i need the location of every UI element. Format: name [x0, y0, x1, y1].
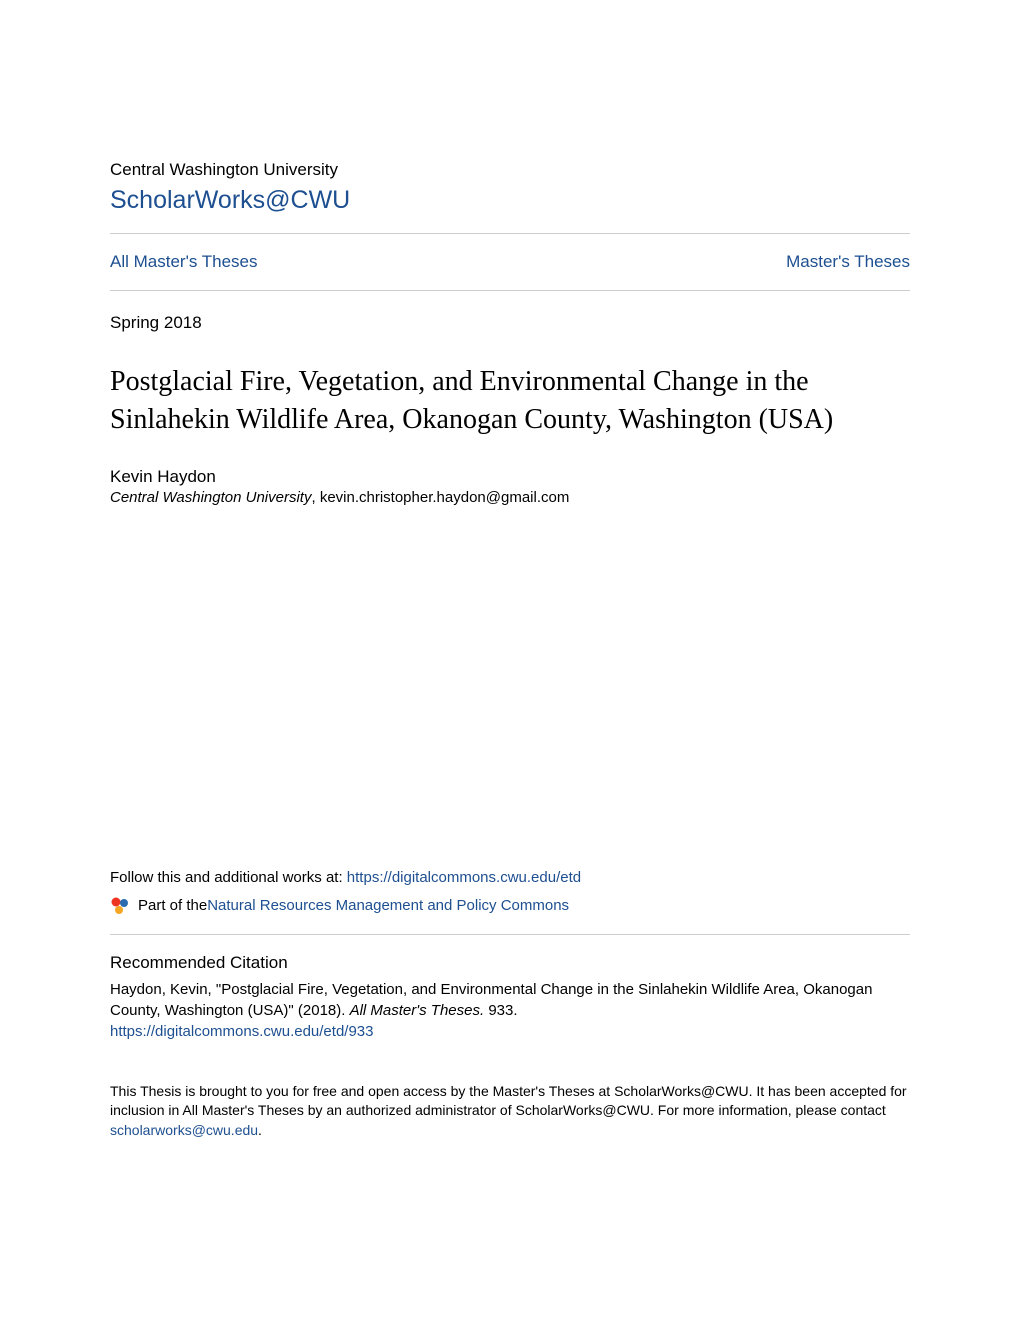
- citation-number: 933.: [484, 1002, 517, 1019]
- citation-heading: Recommended Citation: [110, 953, 910, 973]
- part-of-prefix: Part of the: [138, 897, 207, 914]
- divider-bottom: [110, 290, 910, 291]
- contact-email-link[interactable]: scholarworks@cwu.edu: [110, 1122, 258, 1138]
- author-email: , kevin.christopher.haydon@gmail.com: [311, 489, 569, 506]
- follow-line: Follow this and additional works at: htt…: [110, 869, 910, 886]
- header-block: Central Washington University ScholarWor…: [110, 160, 910, 215]
- collection-link[interactable]: All Master's Theses: [110, 252, 257, 272]
- author-name: Kevin Haydon: [110, 467, 910, 487]
- page-title: Postglacial Fire, Vegetation, and Enviro…: [110, 363, 910, 439]
- network-icon: [110, 896, 130, 916]
- citation-series: All Master's Theses.: [350, 1002, 485, 1019]
- university-name: Central Washington University: [110, 160, 910, 180]
- author-block: Kevin Haydon Central Washington Universi…: [110, 467, 910, 506]
- breadcrumb-nav: All Master's Theses Master's Theses: [110, 252, 910, 272]
- spacer: [110, 514, 910, 869]
- part-of-row: Part of the Natural Resources Management…: [110, 896, 910, 916]
- follow-prefix: Follow this and additional works at:: [110, 869, 347, 886]
- parent-collection-link[interactable]: Master's Theses: [786, 252, 910, 272]
- citation-text: Haydon, Kevin, "Postglacial Fire, Vegeta…: [110, 979, 910, 1021]
- divider-citation: [110, 934, 910, 935]
- footer-suffix: .: [258, 1122, 262, 1138]
- commons-link[interactable]: Natural Resources Management and Policy …: [207, 897, 569, 914]
- publication-date: Spring 2018: [110, 313, 910, 333]
- author-affiliation: Central Washington University, kevin.chr…: [110, 489, 910, 506]
- citation-url-link[interactable]: https://digitalcommons.cwu.edu/etd/933: [110, 1023, 910, 1040]
- footer-text: This Thesis is brought to you for free a…: [110, 1082, 910, 1141]
- follow-url-link[interactable]: https://digitalcommons.cwu.edu/etd: [347, 869, 581, 886]
- repository-link[interactable]: ScholarWorks@CWU: [110, 186, 350, 214]
- author-institution: Central Washington University: [110, 489, 311, 506]
- divider-top: [110, 233, 910, 234]
- footer-prefix: This Thesis is brought to you for free a…: [110, 1083, 907, 1119]
